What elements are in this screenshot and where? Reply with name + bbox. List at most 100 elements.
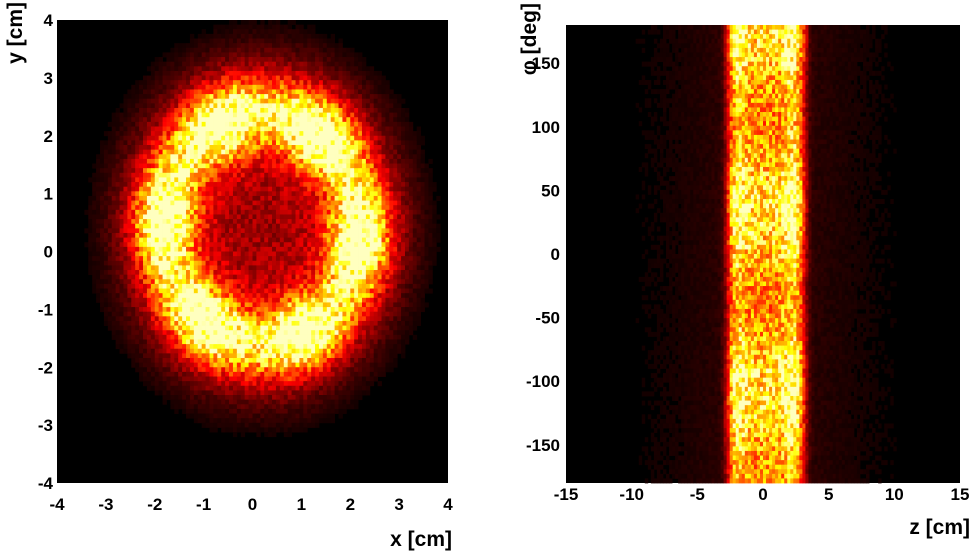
- heatmap-cell: [193, 251, 199, 257]
- heatmap-cell: [256, 422, 261, 428]
- heatmap-cell: [166, 376, 171, 382]
- heatmap-cell: [342, 61, 347, 67]
- heatmap-cell: [264, 371, 269, 377]
- heatmap-cell: [170, 307, 175, 313]
- heatmap-cell: [244, 381, 249, 387]
- heatmap-cell: [162, 158, 167, 164]
- heatmap-cell: [178, 381, 183, 387]
- heatmap-cell: [275, 33, 281, 39]
- heatmap-cell: [283, 126, 289, 132]
- heatmap-cell: [135, 316, 140, 322]
- heatmap-cell: [236, 75, 242, 81]
- heatmap-cell: [330, 117, 336, 123]
- heatmap-cell: [303, 302, 308, 308]
- heatmap-cell: [295, 103, 300, 109]
- heatmap-cell: [295, 399, 300, 405]
- heatmap-cell: [334, 191, 339, 197]
- heatmap-cell: [135, 256, 140, 262]
- heatmap-cell: [150, 348, 156, 354]
- heatmap-cell: [111, 246, 117, 252]
- heatmap-cell: [186, 260, 191, 266]
- heatmap-cell: [240, 371, 246, 377]
- heatmap-cell: [326, 339, 332, 345]
- heatmap-cell: [256, 75, 261, 81]
- heatmap-cell: [213, 33, 218, 39]
- heatmap-cell: [299, 33, 304, 39]
- heatmap-cell: [322, 135, 328, 141]
- heatmap-cell: [178, 172, 183, 178]
- heatmap-cell: [318, 121, 324, 127]
- heatmap-cell: [170, 404, 175, 410]
- heatmap-cell: [182, 205, 187, 211]
- heatmap-cell: [334, 135, 339, 141]
- heatmap-cell: [197, 228, 203, 234]
- heatmap-cell: [186, 154, 191, 160]
- heatmap-cell: [170, 131, 175, 137]
- heatmap-cell: [256, 195, 261, 201]
- heatmap-cell: [272, 367, 277, 373]
- heatmap-cell: [275, 66, 281, 72]
- heatmap-cell: [291, 279, 296, 285]
- heatmap-cell: [193, 334, 199, 340]
- heatmap-cell: [322, 390, 328, 396]
- heatmap-cell: [315, 353, 320, 359]
- heatmap-cell: [240, 117, 246, 123]
- heatmap-cell: [146, 135, 152, 141]
- heatmap-cell: [100, 302, 105, 308]
- heatmap-cell: [170, 348, 175, 354]
- heatmap-cell: [252, 135, 257, 141]
- heatmap-cell: [279, 376, 285, 382]
- heatmap-cell: [318, 288, 324, 294]
- heatmap-cell: [283, 200, 289, 206]
- heatmap-cell: [123, 107, 128, 113]
- heatmap-cell: [135, 209, 140, 215]
- heatmap-cell: [115, 274, 120, 280]
- heatmap-cell: [264, 362, 269, 368]
- heatmap-cell: [279, 135, 285, 141]
- heatmap-cell: [338, 413, 343, 419]
- heatmap-cell: [295, 70, 300, 76]
- heatmap-cell: [154, 316, 160, 322]
- heatmap-cell: [174, 297, 179, 303]
- heatmap-cell: [225, 168, 230, 174]
- heatmap-cell: [256, 131, 261, 137]
- heatmap-cell: [166, 320, 171, 326]
- heatmap-cell: [299, 121, 304, 127]
- heatmap-cell: [143, 274, 148, 280]
- heatmap-cell: [279, 228, 285, 234]
- heatmap-cell: [252, 186, 257, 192]
- heatmap-cell: [103, 172, 109, 178]
- heatmap-cell: [291, 367, 296, 373]
- heatmap-cell: [326, 353, 332, 359]
- heatmap-cell: [205, 47, 210, 53]
- heatmap-cell: [256, 228, 261, 234]
- heatmap-cell: [158, 348, 163, 354]
- heatmap-cell: [275, 302, 281, 308]
- heatmap-cell: [299, 339, 304, 345]
- heatmap-cell: [330, 334, 336, 340]
- heatmap-cell: [170, 320, 175, 326]
- heatmap-cell: [318, 205, 324, 211]
- heatmap-cell: [146, 302, 152, 308]
- heatmap-cell: [307, 182, 312, 188]
- heatmap-cell: [197, 307, 203, 313]
- heatmap-cell: [307, 158, 312, 164]
- heatmap-cell: [201, 172, 206, 178]
- heatmap-cell: [307, 163, 312, 169]
- heatmap-cell: [315, 390, 320, 396]
- heatmap-cell: [240, 214, 246, 220]
- heatmap-cell: [135, 242, 140, 248]
- heatmap-cell: [275, 260, 281, 266]
- heatmap-cell: [217, 348, 222, 354]
- heatmap-cell: [303, 344, 308, 350]
- heatmap-cell: [127, 131, 132, 137]
- heatmap-cell: [193, 135, 199, 141]
- heatmap-cell: [252, 339, 257, 345]
- heatmap-cell: [174, 334, 179, 340]
- heatmap-cell: [236, 158, 242, 164]
- heatmap-cell: [96, 256, 101, 262]
- heatmap-cell: [342, 228, 347, 234]
- heatmap-cell: [283, 228, 289, 234]
- heatmap-cell: [174, 195, 179, 201]
- heatmap-cell: [166, 237, 171, 243]
